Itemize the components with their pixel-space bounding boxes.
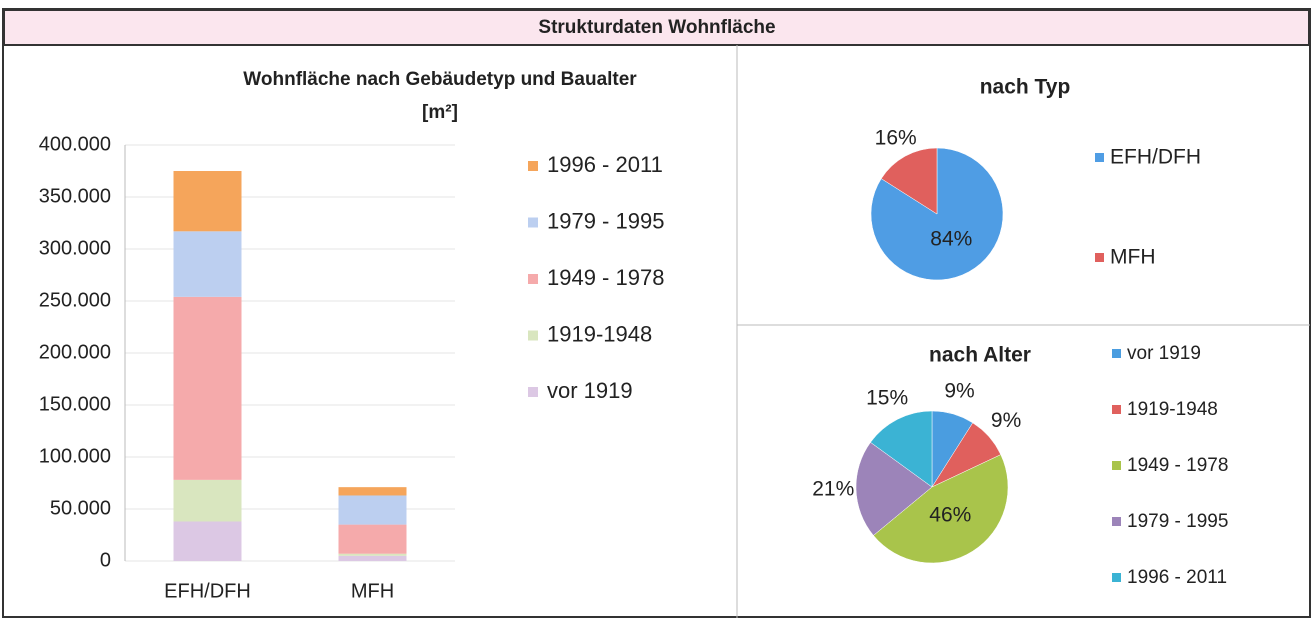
bar-segment xyxy=(338,495,407,525)
legend-swatch xyxy=(528,330,538,341)
legend-label: 1919-1948 xyxy=(547,321,652,346)
legend-swatch xyxy=(1112,405,1121,414)
bar-segment xyxy=(338,555,407,561)
pie-slice xyxy=(873,454,1009,564)
legend-swatch xyxy=(1095,153,1104,162)
bar-segment xyxy=(338,487,407,496)
data-label: 9% xyxy=(944,380,974,403)
legend-swatch xyxy=(1112,573,1121,582)
legend-label: MFH xyxy=(1110,246,1156,269)
x-tick-label: MFH xyxy=(351,580,394,602)
bar-segment xyxy=(173,296,242,480)
y-tick-label: 50.000 xyxy=(50,497,111,519)
legend-label: vor 1919 xyxy=(1127,343,1201,364)
legend-label: 1996 - 2011 xyxy=(1127,567,1227,588)
legend-swatch xyxy=(528,274,538,284)
y-tick-label: 150.000 xyxy=(39,393,111,415)
legend-swatch xyxy=(528,387,538,397)
legend-label: 1996 - 2011 xyxy=(547,152,663,177)
chart-title: nach Typ xyxy=(980,76,1071,99)
chart-title: nach Alter xyxy=(929,344,1031,367)
data-label: 15% xyxy=(866,387,908,410)
bar-segment xyxy=(338,553,407,556)
x-tick-label: EFH/DFH xyxy=(164,580,251,602)
legend-swatch xyxy=(1095,253,1104,262)
legend-swatch xyxy=(1112,461,1121,470)
y-tick-label: 0 xyxy=(100,549,111,571)
legend-label: 1979 - 1995 xyxy=(547,208,664,233)
y-tick-label: 350.000 xyxy=(39,185,111,207)
legend-label: 1919-1948 xyxy=(1127,399,1218,420)
bar-segment xyxy=(173,231,242,297)
chart-unit: [m²] xyxy=(422,102,458,123)
y-tick-label: 100.000 xyxy=(39,445,111,467)
pie-slice xyxy=(855,441,933,536)
header-title: Strukturdaten Wohnfläche xyxy=(538,17,775,38)
pie-slice xyxy=(880,147,938,215)
data-label: 21% xyxy=(812,478,854,501)
bar-segment xyxy=(338,524,407,554)
legend-swatch xyxy=(1112,349,1121,358)
legend-swatch xyxy=(1112,517,1121,526)
data-label: 16% xyxy=(875,126,917,149)
bar-segment xyxy=(173,521,242,561)
legend-swatch xyxy=(528,161,538,171)
y-tick-label: 250.000 xyxy=(39,289,111,311)
bar-segment xyxy=(173,479,242,522)
legend-label: 1979 - 1995 xyxy=(1127,511,1228,532)
bar-segment xyxy=(173,171,242,232)
header-bar xyxy=(3,9,1310,46)
y-tick-label: 400.000 xyxy=(39,133,111,155)
legend-label: vor 1919 xyxy=(547,378,633,403)
pie-slice xyxy=(870,410,933,488)
y-tick-label: 300.000 xyxy=(39,237,111,259)
y-tick-label: 200.000 xyxy=(39,341,111,363)
chart-title: Wohnfläche nach Gebäudetyp und Baualter xyxy=(243,69,637,90)
data-label: 46% xyxy=(929,503,971,526)
legend-label: 1949 - 1978 xyxy=(547,265,664,290)
legend-swatch xyxy=(528,217,538,228)
legend-label: EFH/DFH xyxy=(1110,146,1201,169)
data-label: 9% xyxy=(991,409,1021,432)
data-label: 84% xyxy=(930,228,972,251)
legend-label: 1949 - 1978 xyxy=(1127,455,1228,476)
